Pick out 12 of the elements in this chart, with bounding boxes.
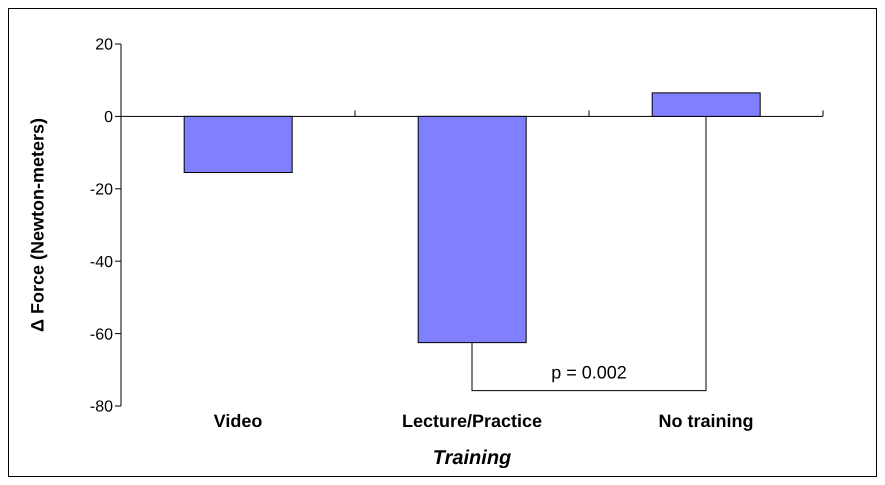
- y-tick-label: -80: [90, 398, 114, 416]
- x-tick-label: Lecture/Practice: [402, 410, 542, 431]
- y-tick-label: -60: [90, 326, 114, 344]
- annotation: p = 0.002: [551, 362, 627, 383]
- y-tick-label: 0: [104, 109, 114, 126]
- y-axis-title: Δ Force (Newton-meters): [27, 118, 48, 332]
- y-tick-label: 20: [95, 36, 114, 54]
- y-tick-label: -40: [90, 254, 114, 271]
- y-tick-label: -20: [90, 181, 114, 198]
- x-tick-label: No training: [658, 410, 754, 431]
- x-axis-title: Training: [432, 447, 512, 469]
- x-tick-label: Video: [214, 410, 262, 431]
